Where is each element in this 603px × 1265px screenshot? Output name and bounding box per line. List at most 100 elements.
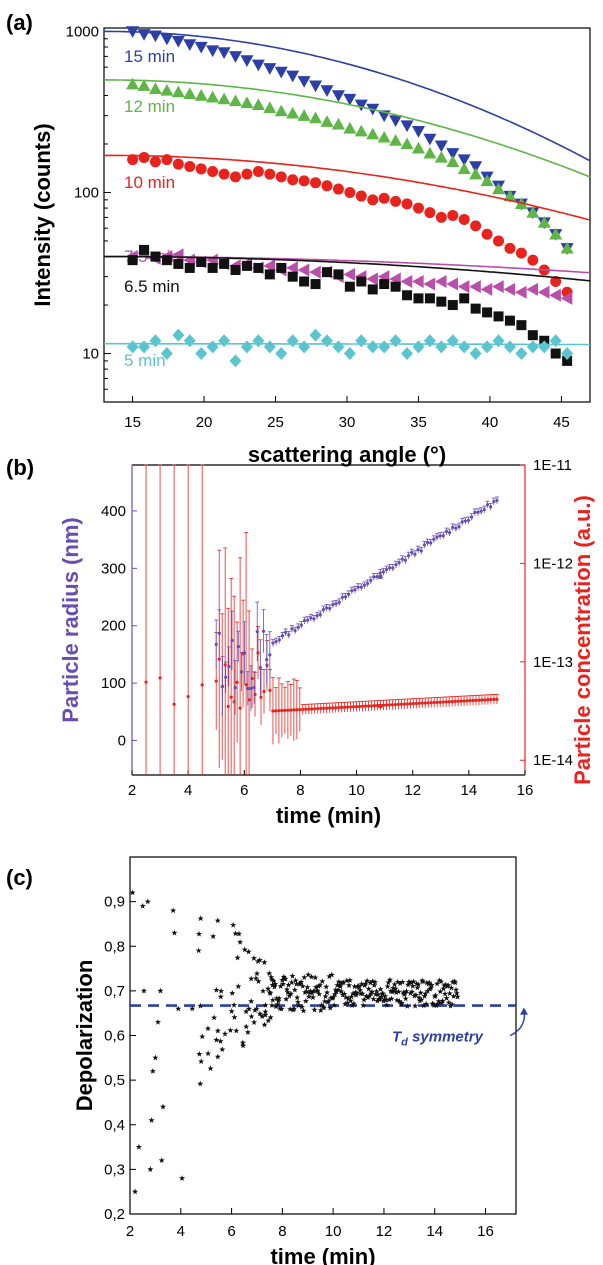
- depol-point: [255, 958, 261, 965]
- data-point-4: [550, 348, 561, 359]
- x-tick-label-a: 25: [267, 414, 284, 431]
- depol-point: [288, 979, 295, 986]
- radius-point: [243, 651, 247, 655]
- radius-point: [268, 653, 272, 657]
- data-point-2: [264, 168, 276, 180]
- y-tick-label-b: 200: [101, 618, 126, 635]
- conc-point: [396, 702, 400, 707]
- data-point-0: [160, 33, 174, 46]
- conc-point: [274, 709, 278, 713]
- data-point-2: [435, 211, 447, 223]
- depol-point: [383, 1002, 390, 1008]
- data-point-1: [492, 182, 506, 195]
- data-point-0: [457, 154, 471, 167]
- depol-point: [271, 983, 278, 990]
- depol-point: [412, 1002, 419, 1009]
- x-tick-label-a: 40: [482, 414, 499, 431]
- depol-point: [158, 1157, 165, 1163]
- conc-point: [489, 697, 493, 702]
- depol-point: [275, 997, 282, 1004]
- conc-point: [238, 706, 242, 710]
- depol-point: [235, 930, 242, 937]
- depol-point: [280, 973, 287, 980]
- depol-point: [427, 984, 434, 991]
- depol-point: [328, 971, 335, 978]
- radius-point: [460, 520, 464, 524]
- depol-point: [267, 1014, 274, 1020]
- radius-point: [315, 614, 319, 618]
- x-tick-label-b: 16: [517, 782, 534, 799]
- data-point-4: [127, 255, 138, 266]
- y-tick-label-c: 0,6: [104, 1028, 125, 1045]
- depol-point: [219, 1046, 226, 1053]
- x-tick-label-a: 30: [339, 414, 356, 431]
- depol-point: [402, 995, 409, 1002]
- depol-point: [171, 929, 178, 936]
- conc-point: [259, 695, 263, 699]
- conc-point: [471, 698, 475, 703]
- conc-point: [319, 706, 323, 711]
- depol-point: [197, 915, 204, 922]
- radius-point: [397, 561, 401, 565]
- data-point-5: [332, 340, 345, 354]
- conc-point: [384, 703, 389, 707]
- data-point-2: [207, 165, 219, 177]
- radius-point: [394, 563, 398, 567]
- depol-point: [129, 889, 136, 896]
- radius-point: [343, 595, 348, 599]
- radius-point: [284, 630, 288, 634]
- radius-point: [356, 585, 360, 589]
- series-label-4: 6.5 min: [124, 277, 180, 296]
- conc-point: [286, 708, 290, 712]
- depol-point: [448, 984, 455, 991]
- data-point-2: [390, 195, 402, 207]
- depol-point: [359, 990, 366, 997]
- depol-point: [445, 999, 452, 1006]
- radius-point: [407, 554, 411, 558]
- radius-point: [249, 686, 253, 691]
- depol-point: [292, 977, 299, 984]
- conc-point: [271, 709, 275, 713]
- depol-point: [160, 1103, 167, 1110]
- depol-point: [218, 987, 225, 994]
- depol-point: [434, 980, 441, 987]
- depol-point: [368, 988, 375, 995]
- x-tick-label-c: 12: [376, 1223, 393, 1240]
- data-point-1: [286, 106, 300, 119]
- depol-point: [391, 981, 398, 988]
- depol-point: [436, 977, 443, 984]
- depol-point: [251, 1019, 258, 1025]
- data-point-2: [321, 180, 333, 192]
- data-point-5: [229, 354, 242, 368]
- depol-point: [248, 998, 255, 1004]
- data-point-0: [194, 41, 208, 54]
- data-point-0: [423, 133, 437, 146]
- data-point-1: [549, 227, 563, 240]
- depol-point: [211, 1014, 218, 1021]
- depol-point: [301, 974, 308, 980]
- data-point-2: [310, 177, 322, 189]
- depol-point: [309, 994, 316, 1001]
- y-tick-label-a: 1000: [66, 23, 99, 40]
- panel-label-a: (a): [6, 10, 33, 35]
- conc-point: [283, 708, 287, 712]
- depol-point: [388, 995, 395, 1002]
- conc-point: [295, 708, 299, 712]
- depol-point: [256, 957, 263, 963]
- conc-point: [310, 707, 314, 711]
- data-point-0: [229, 51, 243, 63]
- depol-point: [265, 985, 272, 992]
- data-point-0: [286, 70, 300, 83]
- depol-point: [423, 1000, 430, 1007]
- data-point-2: [127, 154, 139, 166]
- conc-point: [420, 701, 424, 705]
- data-point-3: [411, 275, 424, 289]
- x-tick-label-c: 14: [426, 1223, 443, 1240]
- conc-point: [468, 699, 472, 703]
- x-tick-label-c: 2: [126, 1223, 134, 1240]
- data-point-1: [206, 90, 220, 103]
- data-point-1: [560, 241, 574, 254]
- depol-point: [418, 996, 425, 1003]
- radius-point: [340, 595, 344, 599]
- data-point-0: [217, 47, 231, 59]
